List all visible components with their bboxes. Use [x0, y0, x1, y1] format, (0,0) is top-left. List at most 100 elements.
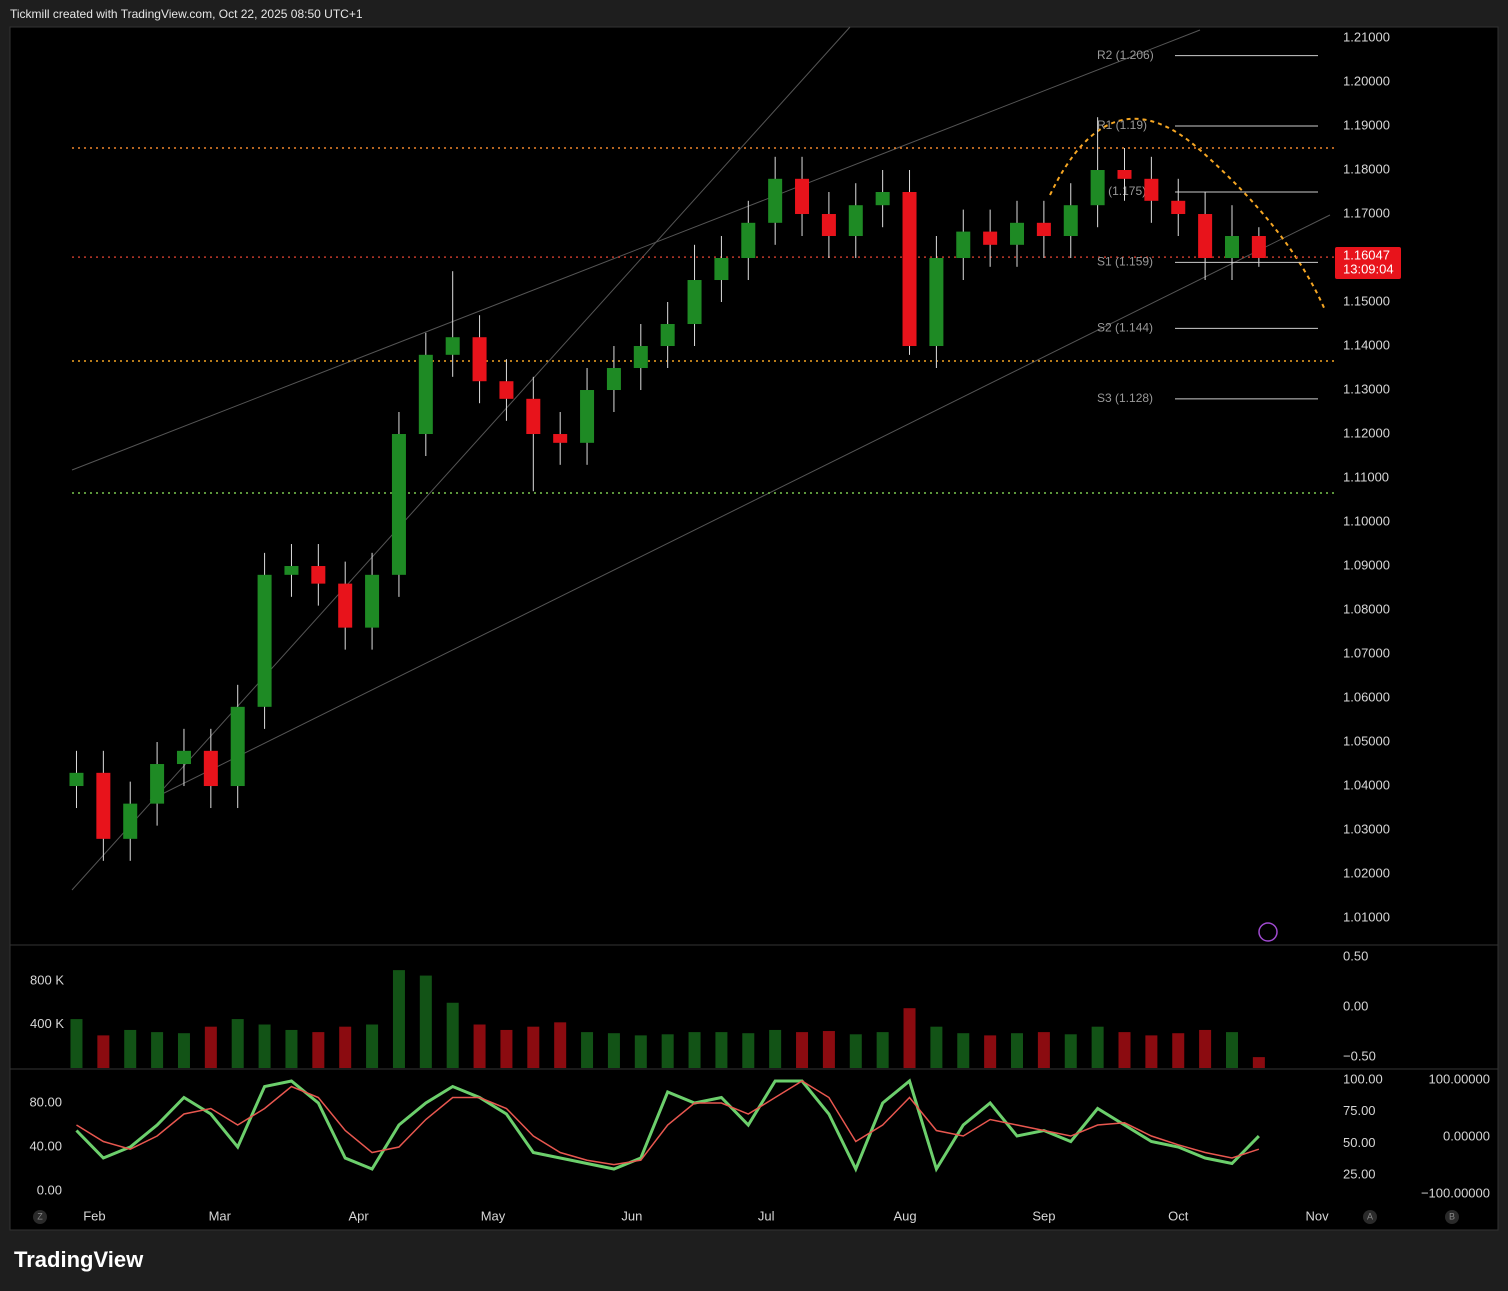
volume-bar: [688, 1032, 701, 1068]
pivot-label: S3 (1.128): [1097, 391, 1153, 405]
candle-body: [203, 750, 218, 787]
candle-body: [1090, 170, 1105, 206]
candle-body: [445, 337, 460, 355]
button[interactable]: [33, 1210, 47, 1224]
volume-bar: [661, 1034, 674, 1068]
y-tick-label: 0.50: [1343, 948, 1368, 963]
candle-body: [1063, 205, 1078, 237]
candle-body: [338, 583, 353, 628]
alert-icon[interactable]: [1258, 922, 1278, 942]
button[interactable]: [1363, 1210, 1377, 1224]
volume-bar: [1118, 1032, 1131, 1068]
pivot-label: R1 (1.19): [1097, 118, 1147, 132]
candle-body: [230, 706, 245, 787]
candle-body: [365, 574, 380, 628]
button-label[interactable]: B: [1449, 1211, 1455, 1221]
candle-body: [956, 231, 971, 259]
y-tick-label: −0.50: [1343, 1048, 1376, 1063]
candle-body: [768, 178, 783, 223]
button-label[interactable]: Z: [37, 1211, 43, 1221]
volume-bar: [258, 1024, 271, 1068]
volume-bar: [500, 1029, 513, 1068]
oscillator-line: [76, 1080, 1260, 1166]
y-tick-label: 1.10000: [1343, 513, 1390, 528]
volume-bar: [1199, 1029, 1212, 1068]
y-tick-label: 1.05000: [1343, 733, 1390, 748]
last-price: 1.16047: [1343, 247, 1390, 262]
y-tick-label: 80.00: [29, 1094, 62, 1109]
y-tick-label: 1.07000: [1343, 645, 1390, 660]
volume-bar: [849, 1034, 862, 1068]
y-tick-label: 1.19000: [1343, 117, 1390, 132]
x-tick-label: Jun: [621, 1208, 642, 1223]
volume-bar: [1252, 1057, 1265, 1068]
y-tick-label: 75.00: [1343, 1103, 1376, 1118]
volume-bar: [634, 1035, 647, 1068]
candle-body: [1198, 214, 1213, 259]
candle-body: [821, 214, 836, 237]
pivot-label: R2 (1.206): [1097, 48, 1154, 62]
candle-body: [687, 280, 702, 325]
candle-body: [633, 346, 648, 369]
volume-bar: [527, 1026, 540, 1068]
y-tick-label: −100.00000: [1421, 1186, 1490, 1201]
candle-body: [472, 337, 487, 382]
button-label[interactable]: A: [1367, 1211, 1373, 1221]
volume-bar: [822, 1031, 835, 1068]
x-tick-label: Sep: [1032, 1208, 1055, 1223]
y-tick-label: 1.11000: [1343, 469, 1389, 484]
volume-bar: [607, 1033, 620, 1068]
y-tick-label: 25.00: [1343, 1166, 1376, 1181]
candle-body: [418, 354, 433, 435]
candle-body: [1036, 222, 1051, 237]
candle-body: [714, 258, 729, 281]
y-tick-label: 0.00000: [1443, 1129, 1490, 1144]
candle-body: [176, 750, 191, 765]
volume-bar: [1225, 1032, 1238, 1068]
channel-line: [71, 29, 1201, 471]
volume-bar: [392, 970, 405, 1068]
volume-bar: [419, 975, 432, 1068]
candle-body: [1251, 236, 1266, 259]
y-tick-label: 100.00000: [1429, 1071, 1490, 1086]
y-tick-label: 0.00: [37, 1182, 62, 1197]
candle-body: [795, 178, 810, 215]
candle-body: [1010, 222, 1025, 245]
volume-bar: [876, 1032, 889, 1068]
candle-body: [902, 192, 917, 347]
candle-body: [580, 390, 595, 443]
candle-body: [499, 381, 514, 399]
y-tick-label: 100.00: [1343, 1071, 1383, 1086]
volume-bar: [366, 1024, 379, 1068]
volume-bar: [312, 1032, 325, 1068]
countdown: 13:09:04: [1343, 261, 1394, 276]
y-tick-label: 1.14000: [1343, 337, 1390, 352]
pivot-label: S2 (1.144): [1097, 321, 1153, 335]
candle-body: [257, 574, 272, 707]
x-tick-label: Apr: [349, 1208, 370, 1223]
y-tick-label: 1.13000: [1343, 381, 1390, 396]
candle-body: [1144, 178, 1159, 201]
pivot-label: P (1.175): [1097, 184, 1146, 198]
volume-bar: [473, 1024, 486, 1068]
y-tick-label: 0.00: [1343, 998, 1368, 1013]
candle-body: [69, 772, 84, 787]
volume-bar: [204, 1026, 217, 1068]
volume-bar: [177, 1033, 190, 1068]
y-tick-label: 1.09000: [1343, 557, 1390, 572]
candle-body: [284, 566, 299, 575]
button[interactable]: [1445, 1210, 1459, 1224]
y-tick-label: 1.04000: [1343, 777, 1390, 792]
volume-bar: [1172, 1033, 1185, 1068]
x-tick-label: Aug: [893, 1208, 916, 1223]
x-tick-label: Jul: [758, 1208, 775, 1223]
volume-bar: [339, 1026, 352, 1068]
channel-line: [71, 26, 851, 891]
candle-body: [983, 231, 998, 245]
candle-body: [123, 803, 138, 839]
volume-bar: [984, 1035, 997, 1068]
candle-body: [150, 764, 165, 804]
volume-bar: [715, 1032, 728, 1068]
y-tick-label: 1.03000: [1343, 821, 1390, 836]
